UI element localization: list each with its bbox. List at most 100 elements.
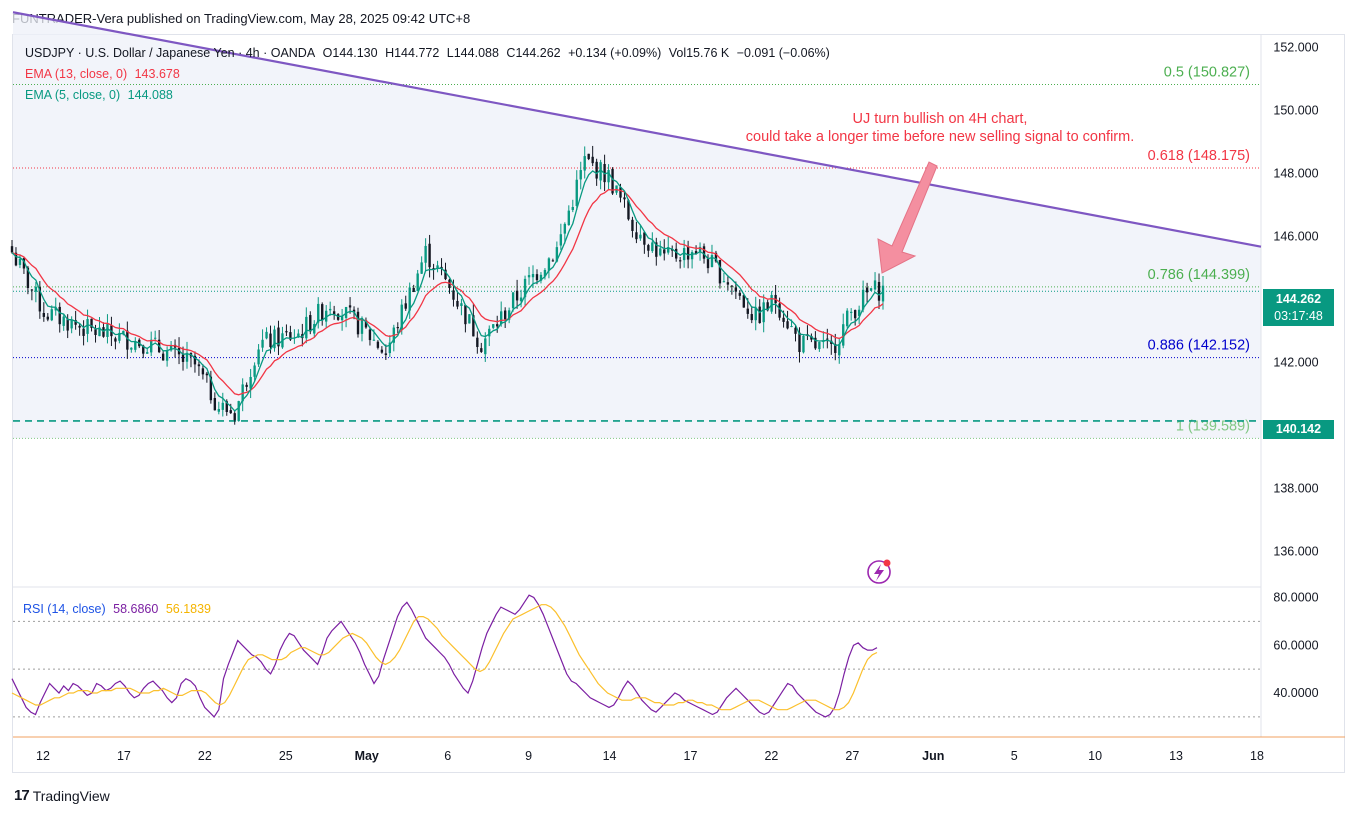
candle-body bbox=[623, 197, 626, 200]
candle-body bbox=[523, 278, 527, 298]
candle-body bbox=[539, 274, 543, 281]
candle-body bbox=[559, 234, 563, 246]
candle-body bbox=[368, 329, 372, 341]
candle-body bbox=[591, 156, 594, 164]
candle-body bbox=[297, 333, 300, 337]
candle-body bbox=[694, 251, 698, 254]
candle-body bbox=[778, 303, 781, 318]
candle-body bbox=[225, 401, 228, 412]
candle-body bbox=[619, 187, 622, 198]
candle-body bbox=[86, 319, 89, 334]
candle-body bbox=[503, 310, 507, 320]
candle-body bbox=[42, 313, 46, 317]
time-tick-label: 27 bbox=[845, 749, 859, 763]
candle-body bbox=[515, 290, 519, 301]
candle-body bbox=[400, 304, 403, 331]
snapshot-bolt-icon[interactable] bbox=[867, 559, 891, 584]
ema13-legend[interactable]: EMA (13, close, 0) 143.678 bbox=[25, 67, 184, 81]
candle-body bbox=[710, 255, 714, 268]
candle-body bbox=[340, 316, 344, 321]
candle-body bbox=[849, 311, 853, 313]
descending-trendline[interactable] bbox=[12, 11, 1262, 248]
candle-body bbox=[78, 325, 81, 328]
price-tick-label: 136.000 bbox=[1273, 544, 1318, 558]
candle-body bbox=[360, 317, 364, 334]
time-axis[interactable]: 12 17 22 25 May 6 9 14 17 22 27 Jun 5 10 13 18 bbox=[36, 749, 1264, 763]
candle-body bbox=[34, 286, 38, 292]
candle-body bbox=[587, 153, 590, 160]
time-tick-label: 14 bbox=[603, 749, 617, 763]
rsi-legend[interactable]: RSI (14, close) 58.6860 56.1839 bbox=[23, 602, 215, 616]
candle-body bbox=[496, 324, 499, 327]
tradingview-footer[interactable]: 17 TradingView bbox=[14, 787, 110, 804]
candle-body bbox=[798, 332, 801, 353]
time-tick-label: 9 bbox=[525, 749, 532, 763]
candle-body bbox=[651, 242, 654, 252]
high-value: 144.772 bbox=[394, 46, 440, 60]
annotation-text: UJ turn bullish on 4H chart, could take … bbox=[640, 110, 1240, 146]
candle-body bbox=[289, 332, 292, 340]
candle-body bbox=[221, 402, 224, 410]
candle-body bbox=[106, 323, 109, 337]
candle-body bbox=[70, 319, 73, 329]
candle-body bbox=[718, 260, 722, 284]
chart-frame[interactable] bbox=[12, 34, 1345, 773]
trendline-group[interactable] bbox=[12, 11, 1262, 248]
vol-change-value: −0.091 (−0.06%) bbox=[736, 46, 830, 60]
rsi-axis[interactable]: 80.0000 60.0000 40.0000 bbox=[1273, 591, 1318, 700]
candle-body bbox=[420, 262, 423, 274]
time-tick-label: 12 bbox=[36, 749, 50, 763]
rsi-tick-label: 60.0000 bbox=[1273, 638, 1318, 652]
fib-level-label: 0.5 (150.827) bbox=[1164, 65, 1250, 81]
bar-countdown: 03:17:48 bbox=[1274, 309, 1323, 323]
candle-body bbox=[376, 341, 380, 348]
rsi-ma-value: 56.1839 bbox=[165, 602, 212, 616]
symbol-label[interactable]: USDJPY · U.S. Dollar / Japanese Yen · 4h… bbox=[25, 46, 316, 60]
candle-body bbox=[213, 398, 217, 411]
trendline-shading bbox=[13, 12, 1261, 439]
tradingview-logo-icon: 17 bbox=[14, 787, 30, 804]
candle-body bbox=[595, 161, 598, 179]
candle-body bbox=[484, 338, 487, 355]
candle-body bbox=[547, 258, 551, 271]
candle-body bbox=[309, 315, 312, 332]
candle-body bbox=[579, 170, 582, 180]
candle-body bbox=[416, 273, 419, 291]
candle-body bbox=[786, 321, 789, 329]
candle-body bbox=[344, 306, 348, 318]
candle-body bbox=[249, 376, 252, 389]
time-tick-label: May bbox=[355, 749, 379, 763]
candle-body bbox=[460, 303, 463, 306]
candle-body bbox=[146, 352, 149, 354]
candle-body bbox=[766, 302, 769, 311]
ema-lines bbox=[11, 168, 884, 412]
fib-level-label: 0.886 (142.152) bbox=[1148, 338, 1250, 354]
candle-body bbox=[321, 304, 324, 321]
candle-body bbox=[519, 297, 523, 302]
candle-body bbox=[627, 200, 630, 220]
ema5-legend[interactable]: EMA (5, close, 0) 144.088 bbox=[25, 88, 177, 102]
candle-body bbox=[643, 232, 646, 245]
candle-body bbox=[782, 317, 785, 322]
candle-body bbox=[22, 258, 26, 269]
candle-body bbox=[488, 328, 491, 337]
candle-body bbox=[265, 331, 268, 339]
time-tick-label: 17 bbox=[117, 749, 131, 763]
candle-body bbox=[193, 355, 197, 365]
candle-body bbox=[328, 308, 332, 311]
candle-body bbox=[869, 288, 873, 291]
time-tick-label: 25 bbox=[279, 749, 293, 763]
candle-body bbox=[245, 384, 248, 387]
candle-body bbox=[201, 368, 205, 375]
candle-body bbox=[671, 249, 674, 251]
candle-body bbox=[674, 248, 678, 259]
candle-body bbox=[834, 344, 837, 353]
candle-body bbox=[277, 327, 280, 347]
candle-body bbox=[14, 252, 18, 266]
candle-body bbox=[372, 339, 376, 341]
candle-body bbox=[607, 170, 610, 183]
candle-body bbox=[396, 327, 399, 329]
candle-body bbox=[464, 304, 467, 325]
candle-body bbox=[838, 344, 841, 356]
